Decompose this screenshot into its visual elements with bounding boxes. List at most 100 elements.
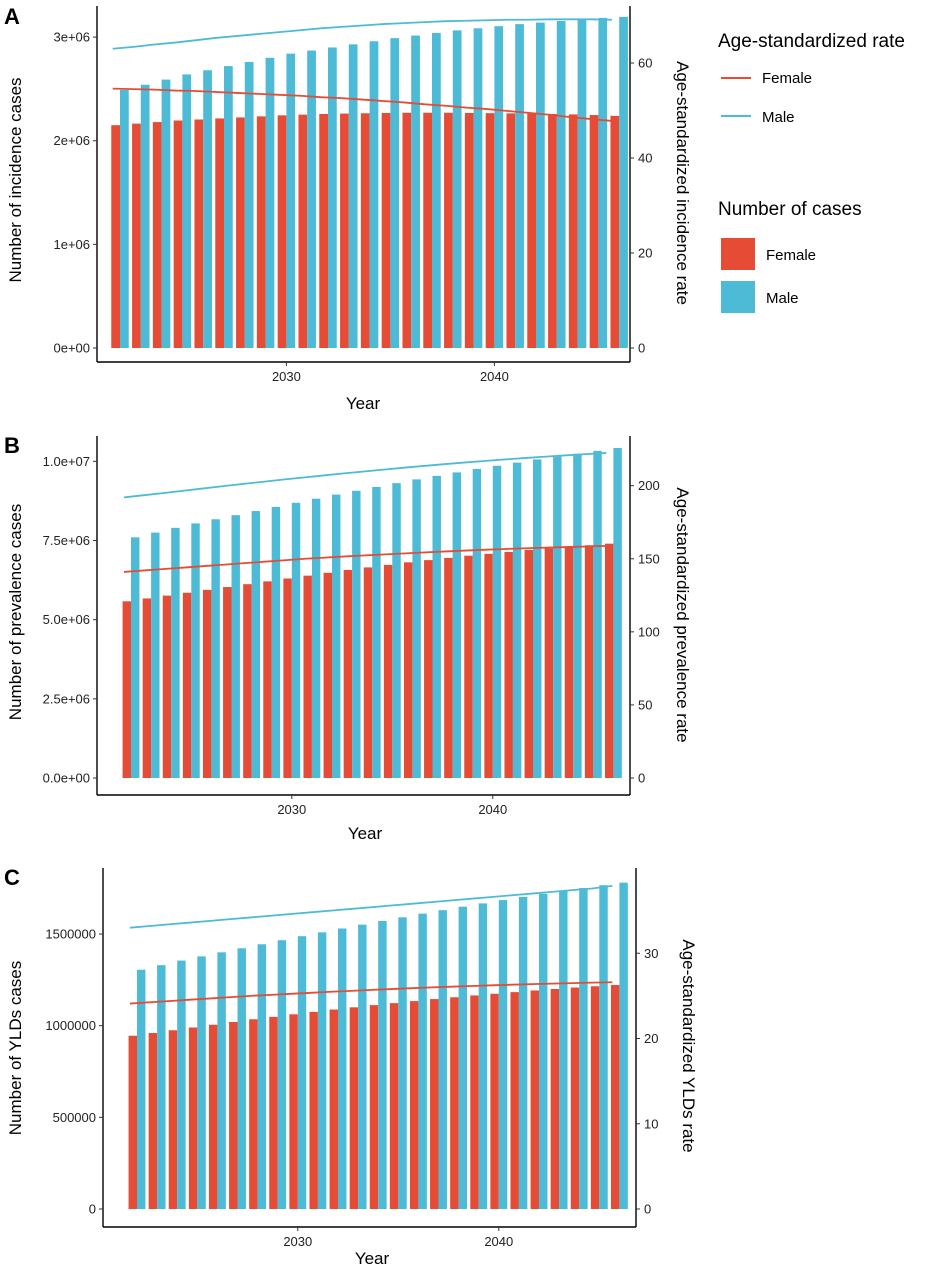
x-tick-label: 2040 xyxy=(478,802,507,817)
y-tick-label: 1e+06 xyxy=(53,237,90,252)
y2-tick-label: 0 xyxy=(644,1202,651,1217)
bar-male-2037 xyxy=(438,910,447,1209)
bar-male-2028 xyxy=(251,511,261,778)
bar-female-2037 xyxy=(430,999,439,1209)
bar-male-2039 xyxy=(473,28,483,349)
y-tick-label: 5.0e+06 xyxy=(43,612,90,627)
bar-male-2030 xyxy=(297,936,307,1209)
bar-female-2035 xyxy=(389,1003,399,1209)
bar-male-2038 xyxy=(452,472,462,778)
x-axis-title-c: Year xyxy=(355,1249,390,1268)
y2-axis-title-c: Age-standardized YLDs rate xyxy=(679,939,698,1152)
bar-female-2036 xyxy=(403,562,413,778)
bar-female-2043 xyxy=(548,113,557,349)
bar-male-2038 xyxy=(452,30,462,348)
bar-female-2043 xyxy=(544,548,554,778)
bar-female-2028 xyxy=(243,584,252,778)
bar-male-2025 xyxy=(191,523,200,778)
bar-female-2041 xyxy=(506,113,516,349)
bar-female-2029 xyxy=(263,581,272,778)
bar-male-2022 xyxy=(120,89,129,348)
bar-female-2031 xyxy=(298,114,308,348)
x-axis-title-b: Year xyxy=(348,824,383,843)
x-tick-label: 2040 xyxy=(480,369,509,384)
bar-male-2044 xyxy=(573,453,582,778)
bar-male-2024 xyxy=(161,79,171,348)
bar-male-2044 xyxy=(577,19,587,348)
bar-male-2023 xyxy=(157,965,166,1209)
bar-female-2040 xyxy=(490,993,499,1209)
bar-male-2037 xyxy=(432,32,441,348)
bar-female-2022 xyxy=(122,601,131,778)
bar-female-2034 xyxy=(369,1005,379,1209)
legend-female-line-label: Female xyxy=(762,70,812,87)
y2-axis-title-b: Age-standardized prevalence rate xyxy=(673,487,692,742)
legend-rate-title: Age-standardized rate xyxy=(718,31,905,52)
bar-female-2040 xyxy=(485,113,495,348)
bar-male-2042 xyxy=(539,893,548,1209)
bar-female-2036 xyxy=(409,1001,419,1209)
y-tick-label: 1500000 xyxy=(45,927,96,942)
rate-line-male xyxy=(129,885,613,929)
bar-female-2033 xyxy=(349,1007,359,1209)
bar-female-2023 xyxy=(142,598,152,778)
bar-female-2039 xyxy=(464,555,473,778)
bar-female-2041 xyxy=(510,992,519,1209)
x-tick-label: 2040 xyxy=(484,1234,513,1249)
bar-male-2046 xyxy=(619,882,628,1209)
bar-male-2024 xyxy=(177,960,186,1209)
panel-label-b: B xyxy=(4,433,20,458)
bar-female-2039 xyxy=(470,995,479,1209)
bar-male-2043 xyxy=(556,21,566,349)
bar-male-2023 xyxy=(151,532,160,778)
bar-female-2025 xyxy=(182,592,192,778)
bar-female-2046 xyxy=(604,543,614,778)
bar-male-2032 xyxy=(338,928,347,1209)
bar-male-2041 xyxy=(512,462,522,778)
bar-female-2042 xyxy=(530,990,539,1209)
bar-male-2040 xyxy=(494,26,504,349)
bar-male-2046 xyxy=(619,16,628,348)
bar-female-2022 xyxy=(111,125,120,349)
y-tick-label: 3e+06 xyxy=(53,30,90,45)
bar-male-2045 xyxy=(593,450,602,778)
bar-male-2031 xyxy=(311,498,321,778)
bar-female-2028 xyxy=(249,1019,258,1209)
bar-female-2023 xyxy=(148,1033,158,1209)
panel-b: B 0.0e+00 2.5e+06 5.0e+06 7.5e+06 1.0e+07 0 50… xyxy=(4,433,692,843)
bar-female-2044 xyxy=(564,546,574,778)
axes-b: 0.0e+00 2.5e+06 5.0e+06 7.5e+06 1.0e+07 0 50 10… xyxy=(43,436,660,817)
bar-female-2025 xyxy=(173,120,183,349)
bar-female-2027 xyxy=(223,587,232,778)
bar-male-2035 xyxy=(398,917,407,1209)
bar-male-2045 xyxy=(598,17,608,348)
bar-male-2027 xyxy=(231,515,240,778)
legend-cases-title: Number of cases xyxy=(718,199,862,220)
bar-female-2025 xyxy=(188,1027,198,1209)
y-axis-title-c: Number of YLDs cases xyxy=(6,961,25,1135)
bar-male-2034 xyxy=(369,41,379,349)
bar-male-2033 xyxy=(358,924,367,1209)
bar-female-2026 xyxy=(194,119,204,348)
bar-male-2023 xyxy=(140,84,150,348)
bar-female-2031 xyxy=(309,1011,318,1209)
bar-male-2024 xyxy=(171,527,180,778)
bar-female-2028 xyxy=(236,117,245,348)
y2-tick-label: 0 xyxy=(638,771,645,786)
bar-male-2042 xyxy=(533,459,542,778)
bar-female-2040 xyxy=(484,553,493,778)
y-tick-label: 2.5e+06 xyxy=(43,691,90,706)
bar-female-2041 xyxy=(504,551,513,778)
bar-female-2045 xyxy=(590,986,600,1209)
y-tick-label: 1.0e+07 xyxy=(43,454,90,469)
bar-female-2033 xyxy=(343,569,353,778)
bar-female-2043 xyxy=(550,989,560,1209)
lines-a xyxy=(112,18,613,122)
bar-male-2042 xyxy=(536,22,545,349)
y2-tick-label: 20 xyxy=(644,1031,658,1046)
bar-female-2027 xyxy=(229,1022,238,1209)
bar-male-2043 xyxy=(559,890,568,1209)
bar-male-2022 xyxy=(137,969,146,1209)
